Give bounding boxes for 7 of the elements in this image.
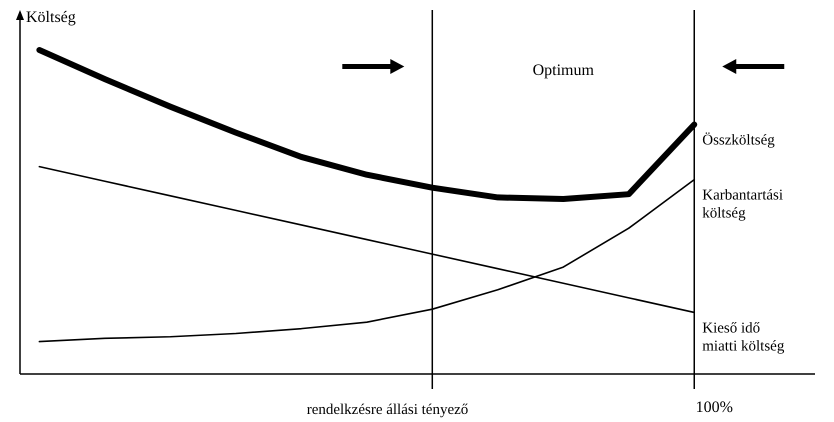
y-axis-title: Költség (26, 9, 76, 26)
text: 100% (696, 399, 733, 416)
series-label: Karbantartási költség (702, 188, 784, 222)
x-axis-title: rendelkzésre állási tényező (306, 402, 468, 418)
annotation: Optimum (532, 62, 594, 79)
series-label: Összköltség (702, 132, 776, 149)
series-label: Kieső idő miatti költség (702, 320, 785, 354)
